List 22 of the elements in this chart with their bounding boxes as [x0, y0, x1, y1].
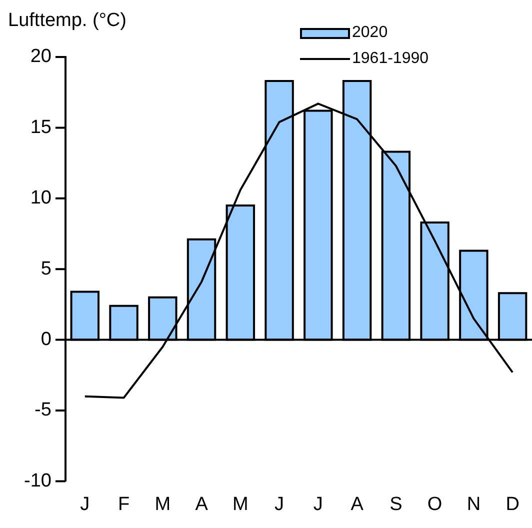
- y-axis-title: Lufttemp. (°C): [8, 10, 126, 32]
- x-tick-label: S: [390, 494, 402, 515]
- x-tick-label: A: [195, 494, 208, 515]
- y-tick-label: 15: [30, 116, 52, 138]
- x-tick-label: J: [313, 494, 323, 515]
- y-tick-label: 5: [40, 258, 52, 280]
- x-tick-label: N: [466, 494, 481, 515]
- x-tick-label: A: [350, 494, 364, 515]
- x-tick-label: J: [80, 494, 90, 515]
- x-tick-label: O: [427, 494, 442, 515]
- y-tick-label: -10: [24, 470, 52, 492]
- y-tick-label: -5: [34, 400, 52, 421]
- x-tick-label: M: [232, 494, 248, 515]
- legend-label: 1961-1990: [352, 50, 429, 68]
- y-tick-label: 20: [30, 46, 52, 68]
- x-tick-label: J: [274, 494, 284, 515]
- y-tick-label: 0: [40, 329, 52, 350]
- legend-label: 2020: [352, 24, 388, 42]
- x-tick-label: D: [506, 494, 520, 515]
- x-tick-label: F: [118, 494, 130, 515]
- x-tick-label: M: [154, 494, 171, 515]
- y-tick-label: 10: [30, 188, 52, 209]
